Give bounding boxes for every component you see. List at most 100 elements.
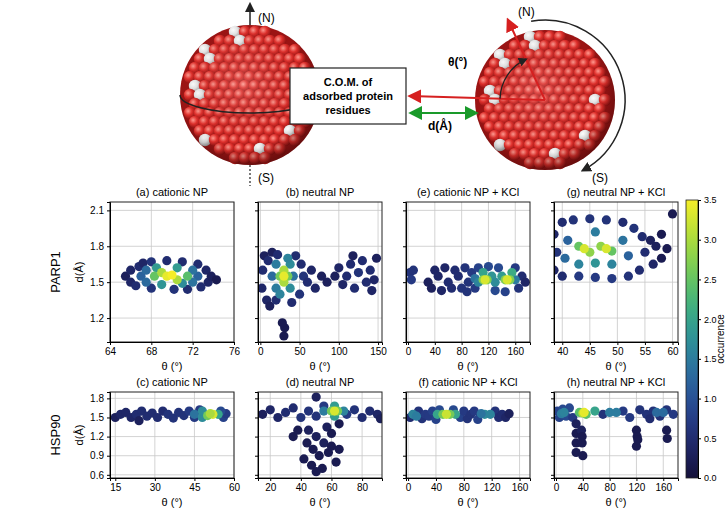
x-grid-line <box>378 202 379 342</box>
density-point <box>578 432 587 441</box>
y-tick-mark <box>107 417 110 418</box>
angle-label: θ(°) <box>448 55 467 69</box>
density-point <box>440 263 449 272</box>
density-point <box>574 260 583 269</box>
x-tick-label: 15 <box>110 482 122 493</box>
density-point <box>322 278 331 287</box>
y-grid-line <box>258 318 382 319</box>
row-label: PARP1 <box>48 251 63 293</box>
x-grid-line <box>461 202 462 342</box>
density-point <box>212 275 221 284</box>
y-tick-mark <box>255 318 258 319</box>
x-tick-label: 120 <box>629 482 646 493</box>
x-tick-mark <box>270 478 271 481</box>
x-axis: 04080120160 <box>406 478 531 493</box>
colorbar-tick-mark <box>698 200 701 201</box>
meridian-arc <box>531 20 625 171</box>
x-tick-label: 40 <box>430 346 442 357</box>
points <box>121 256 221 294</box>
colorbar-tick: 0.5 <box>698 434 717 444</box>
x-tick-label: 60 <box>229 482 241 493</box>
y-grid-line <box>110 246 234 247</box>
x-axis: 04080120160 <box>406 342 531 357</box>
y-tick <box>403 456 406 457</box>
x-tick: 120 <box>484 478 501 493</box>
density-point <box>640 248 649 257</box>
density-point <box>580 244 589 253</box>
x-tick: 50 <box>612 342 624 357</box>
y-axis-line <box>403 203 407 343</box>
x-tick: 72 <box>188 342 200 357</box>
y-axis-line <box>255 203 259 343</box>
x-tick-mark <box>435 342 436 345</box>
density-point <box>358 256 367 265</box>
x-tick-mark <box>556 478 557 481</box>
y-axis <box>551 393 555 479</box>
plot-background <box>258 202 382 342</box>
plot-frame <box>110 202 234 342</box>
x-grid-line <box>672 202 673 342</box>
colorbar-tick: 0.0 <box>698 473 717 483</box>
y-tick-label: 0.6 <box>90 470 104 481</box>
plot-background <box>110 392 234 478</box>
colorbar-tick: 2.0 <box>698 315 717 325</box>
density-point <box>281 408 290 417</box>
x-tick: 120 <box>481 342 498 357</box>
y-tick <box>255 475 258 476</box>
x-axis-line <box>407 343 531 346</box>
figure: (N)(S)(N)θ(°)(S)C.O.M. ofadsorbed protei… <box>0 0 728 523</box>
density-point <box>602 215 611 224</box>
y-tick-mark <box>107 475 110 476</box>
y-grid-line <box>110 474 234 475</box>
density-point <box>560 254 569 263</box>
y-tick: 1.8 <box>90 393 110 404</box>
density-point <box>366 266 375 275</box>
density-point <box>357 413 366 422</box>
y-tick-mark <box>107 456 110 457</box>
x-tick-mark <box>234 342 235 345</box>
colorbar-tick-label: 3.5 <box>704 195 717 205</box>
panel: 4045505560(g) neutral NP + KClθ (°) <box>549 186 679 372</box>
y-tick-mark <box>255 246 258 247</box>
density-point <box>258 284 267 293</box>
x-tick: 76 <box>229 342 241 357</box>
x-tick-label: 0 <box>406 346 412 357</box>
density-point <box>633 435 642 444</box>
x-grid-line <box>435 392 436 478</box>
y-tick-mark <box>551 246 554 247</box>
density-point <box>480 275 489 284</box>
colorbar-tick-mark <box>698 359 701 360</box>
plot-frame <box>110 392 234 478</box>
colorbar-tick: 2.5 <box>698 275 717 285</box>
x-grid-line <box>362 392 363 478</box>
x-tick-label: 55 <box>640 346 652 357</box>
x-tick-label: 0 <box>258 346 264 357</box>
y-tick-mark <box>403 437 406 438</box>
colorbar-tick-mark <box>698 478 701 479</box>
south-label: (S) <box>258 171 274 185</box>
panel-title: (f) cationic NP + KCl <box>418 376 517 388</box>
x-grid-line <box>663 392 664 478</box>
plot-frame <box>554 202 678 342</box>
density-point <box>330 272 339 281</box>
points <box>406 262 530 296</box>
density-point <box>514 284 523 293</box>
panel: 050100150(b) neutral NPθ (°) <box>255 186 387 372</box>
density-point <box>315 451 324 460</box>
y-tick-mark <box>403 398 406 399</box>
y-axis-title: d(Å) <box>73 262 85 283</box>
x-tick-mark <box>663 478 664 481</box>
south-label: (S) <box>592 171 608 185</box>
density-point <box>142 266 151 275</box>
plot-background <box>406 392 530 478</box>
y-grid-line <box>554 210 678 211</box>
panel-title: (h) neutral NP + KCl <box>567 376 666 388</box>
y-tick <box>255 246 258 247</box>
density-point <box>662 244 671 253</box>
colorbar-tick-label: 1.0 <box>704 394 717 404</box>
x-tick: 40 <box>578 478 590 493</box>
x-tick: 160 <box>512 478 529 493</box>
y-axis <box>255 203 259 343</box>
y-tick-mark <box>403 210 406 211</box>
density-point <box>190 410 199 419</box>
